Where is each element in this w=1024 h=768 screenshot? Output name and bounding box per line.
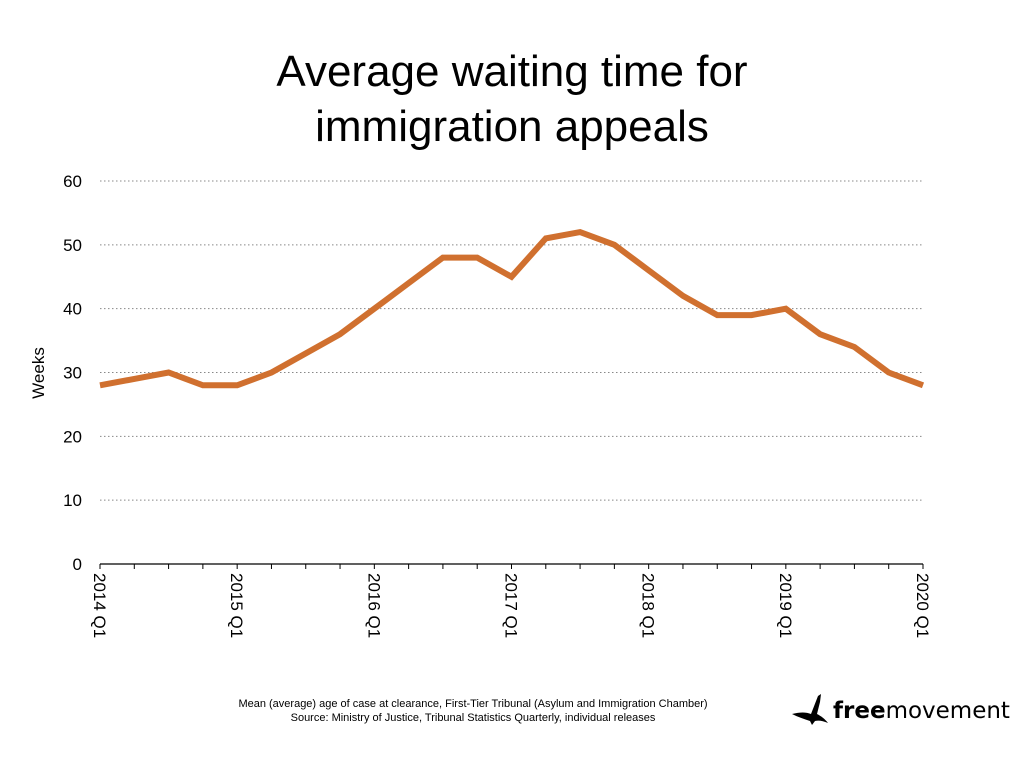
y-tick-label: 10: [63, 491, 82, 510]
logo-text: freemovement: [833, 698, 1010, 724]
logo-text-bold: free: [833, 698, 886, 724]
footnote-description: Mean (average) age of case at clearance,…: [238, 698, 708, 710]
chart-title-line-1: Average waiting time for: [276, 47, 748, 96]
gridlines: [100, 180, 923, 501]
y-tick-label: 60: [63, 172, 82, 191]
x-tick-label: 2016 Q1: [364, 573, 383, 638]
y-tick-label: 40: [63, 300, 82, 319]
freemovement-logo: freemovement: [790, 690, 1010, 730]
x-axis: [99, 563, 924, 569]
x-tick-label: 2020 Q1: [913, 573, 932, 638]
footnote-source: Source: Ministry of Justice, Tribunal St…: [290, 712, 656, 724]
logo-text-regular: movement: [885, 698, 1010, 724]
chart-title-line-2: immigration appeals: [315, 102, 709, 151]
x-tick-label: 2018 Q1: [639, 573, 658, 638]
y-tick-label: 50: [63, 236, 82, 255]
y-tick-label: 0: [73, 555, 82, 574]
x-axis-ticks: 2014 Q1 2015 Q1 2016 Q1 2017 Q1 2018 Q1 2019 …: [90, 573, 932, 638]
x-tick-label: 2014 Q1: [90, 573, 109, 638]
series-line: [99, 229, 925, 389]
y-axis-ticks: 0 10 20 30 40 50 60: [63, 172, 82, 574]
chart-title: Average waiting time for immigration app…: [0, 44, 1024, 154]
y-tick-label: 20: [63, 427, 82, 446]
x-tick-label: 2015 Q1: [227, 573, 246, 638]
series-layer: [99, 229, 925, 389]
y-tick-label: 30: [63, 364, 82, 383]
x-tick-label: 2019 Q1: [776, 573, 795, 638]
chart-footnote: Mean (average) age of case at clearance,…: [200, 697, 746, 725]
x-tick-label: 2017 Q1: [502, 573, 521, 638]
y-axis-title: Weeks: [29, 347, 48, 399]
bird-icon: [792, 694, 828, 725]
